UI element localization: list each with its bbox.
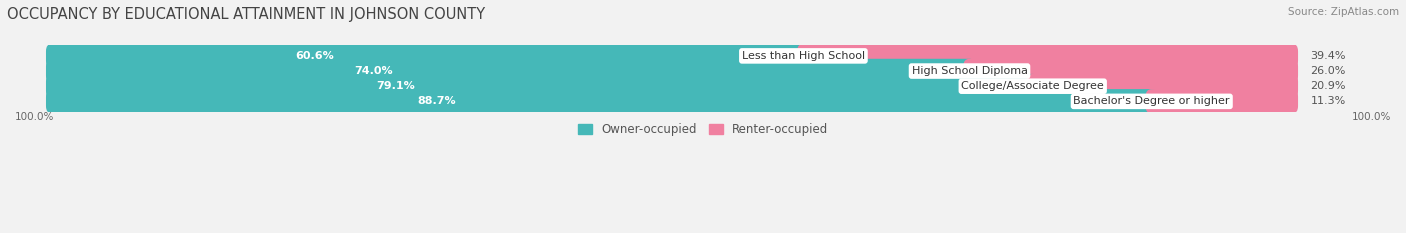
FancyBboxPatch shape — [46, 59, 1298, 83]
Text: Bachelor's Degree or higher: Bachelor's Degree or higher — [1074, 96, 1230, 106]
Text: OCCUPANCY BY EDUCATIONAL ATTAINMENT IN JOHNSON COUNTY: OCCUPANCY BY EDUCATIONAL ATTAINMENT IN J… — [7, 7, 485, 22]
Text: Less than High School: Less than High School — [742, 51, 865, 61]
FancyBboxPatch shape — [46, 59, 976, 83]
FancyBboxPatch shape — [46, 74, 1039, 99]
FancyBboxPatch shape — [46, 89, 1159, 114]
Legend: Owner-occupied, Renter-occupied: Owner-occupied, Renter-occupied — [572, 118, 834, 141]
FancyBboxPatch shape — [1026, 74, 1298, 99]
Text: 26.0%: 26.0% — [1310, 66, 1346, 76]
FancyBboxPatch shape — [963, 59, 1298, 83]
Text: Source: ZipAtlas.com: Source: ZipAtlas.com — [1288, 7, 1399, 17]
Text: 100.0%: 100.0% — [1351, 112, 1391, 122]
FancyBboxPatch shape — [46, 44, 1298, 68]
Text: 100.0%: 100.0% — [15, 112, 55, 122]
Text: 20.9%: 20.9% — [1310, 81, 1346, 91]
Text: 79.1%: 79.1% — [375, 81, 415, 91]
FancyBboxPatch shape — [46, 74, 1298, 99]
Text: 60.6%: 60.6% — [295, 51, 335, 61]
FancyBboxPatch shape — [46, 89, 1298, 114]
FancyBboxPatch shape — [46, 44, 810, 68]
Text: 74.0%: 74.0% — [354, 66, 392, 76]
Text: 39.4%: 39.4% — [1310, 51, 1346, 61]
Text: 88.7%: 88.7% — [418, 96, 457, 106]
Text: College/Associate Degree: College/Associate Degree — [962, 81, 1104, 91]
FancyBboxPatch shape — [797, 44, 1298, 68]
Text: 11.3%: 11.3% — [1310, 96, 1346, 106]
FancyBboxPatch shape — [1146, 89, 1298, 114]
Text: High School Diploma: High School Diploma — [911, 66, 1028, 76]
